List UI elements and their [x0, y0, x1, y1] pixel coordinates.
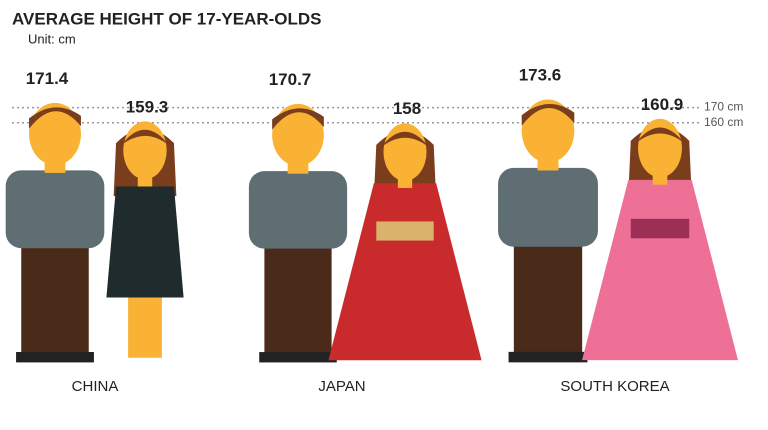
- torso: [5, 170, 105, 249]
- chart-title: AVERAGE HEIGHT OF 17-YEAR-OLDS: [12, 9, 322, 28]
- head: [272, 103, 324, 166]
- dress: [582, 179, 738, 361]
- legs: [513, 238, 583, 355]
- shoes: [508, 351, 588, 363]
- dress: [106, 186, 184, 298]
- hair-top: [120, 129, 170, 146]
- category-label: SOUTH KOREA: [560, 378, 669, 395]
- legs: [264, 240, 332, 355]
- legs: [21, 240, 89, 355]
- hair-top: [635, 127, 685, 144]
- sash: [376, 221, 434, 241]
- head: [29, 102, 81, 166]
- sash: [630, 218, 690, 239]
- value-label: 171.4: [26, 69, 69, 88]
- hair: [29, 107, 81, 129]
- reference-label: 170 cm: [704, 100, 743, 114]
- female-figure: [106, 121, 184, 358]
- female-figure: [582, 118, 738, 361]
- value-label: 160.9: [641, 95, 684, 114]
- female-figure: [328, 123, 482, 361]
- torso: [248, 171, 348, 249]
- male-figure: [5, 102, 105, 363]
- head: [521, 99, 575, 163]
- shoes: [259, 352, 337, 363]
- hair-top: [381, 131, 429, 148]
- value-label: 170.7: [269, 70, 312, 89]
- hair: [272, 108, 324, 130]
- value-label: 158: [393, 99, 421, 118]
- legs: [128, 292, 162, 358]
- male-figure: [248, 103, 348, 363]
- hair: [521, 104, 575, 126]
- value-label: 159.3: [126, 97, 169, 116]
- male-figure: [498, 99, 598, 363]
- value-label: 173.6: [519, 66, 562, 85]
- category-label: CHINA: [72, 378, 119, 395]
- dress: [328, 183, 482, 361]
- reference-label: 160 cm: [704, 115, 743, 129]
- chart-subtitle: Unit: cm: [28, 31, 76, 46]
- category-label: JAPAN: [318, 378, 365, 395]
- torso: [498, 167, 598, 247]
- shoes: [16, 352, 94, 363]
